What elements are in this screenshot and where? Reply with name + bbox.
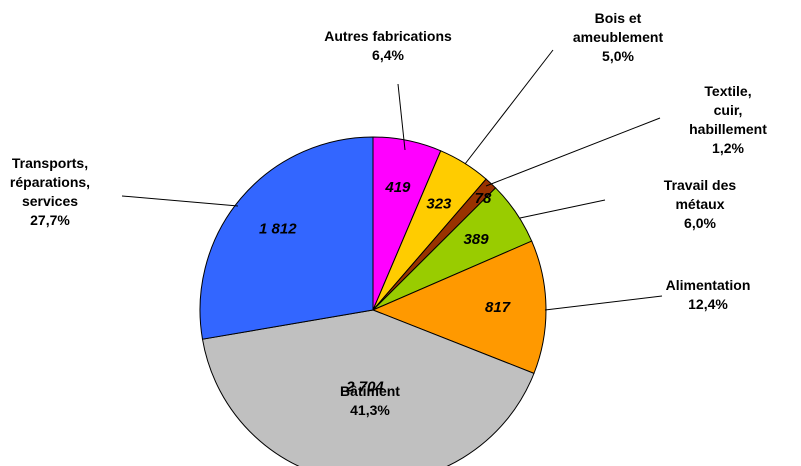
percent-label: 1,2% — [712, 140, 744, 156]
value-label: 817 — [485, 299, 511, 316]
percent-label: 41,3% — [350, 402, 390, 418]
leader-line — [121, 195, 239, 207]
value-label: 1 812 — [259, 221, 297, 238]
percent-label: 27,7% — [30, 212, 70, 228]
category-label: Travail des métaux — [663, 177, 737, 212]
slice-label: Textile, cuir, habillement 1,2% — [689, 82, 767, 158]
value-label: 323 — [426, 195, 452, 212]
percent-label: 5,0% — [602, 48, 634, 64]
percent-label: 6,0% — [684, 215, 716, 231]
slice-label: Bois et ameublement 5,0% — [573, 9, 663, 66]
percent-label: 6,4% — [372, 47, 404, 63]
slice-label: Autres fabrications 6,4% — [324, 27, 452, 65]
leader-line — [485, 117, 661, 187]
pie-slice — [201, 309, 535, 466]
category-label: Textile, cuir, habillement — [689, 83, 767, 137]
slice-label: Travail des métaux 6,0% — [650, 176, 751, 233]
category-label: Bâtiment — [340, 383, 400, 399]
pie-slice — [199, 136, 374, 340]
leader-line — [397, 83, 406, 151]
pie-slice — [371, 240, 547, 375]
leader-lines — [121, 49, 663, 311]
slice-label: Alimentation 12,4% — [666, 276, 751, 314]
slice-label: Bâtiment 41,3% — [340, 382, 400, 420]
percent-label: 12,4% — [688, 296, 728, 312]
slice-label: Transports, réparations, services 27,7% — [10, 154, 90, 230]
value-label: 2 704 — [345, 378, 384, 395]
category-label: Alimentation — [665, 277, 751, 293]
leader-line — [519, 199, 606, 219]
category-label: Transports, réparations, services — [9, 155, 91, 209]
value-label: 389 — [464, 231, 490, 248]
value-label: 419 — [384, 179, 411, 196]
leader-line — [464, 49, 554, 165]
leader-line — [544, 295, 663, 311]
category-label: Autres fabrications — [324, 28, 452, 44]
value-label: 78 — [475, 190, 492, 207]
category-label: Bois et ameublement — [572, 10, 664, 45]
